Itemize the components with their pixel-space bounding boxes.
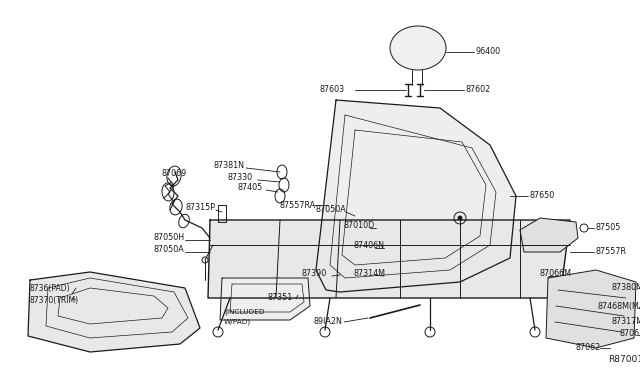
- Polygon shape: [220, 278, 310, 320]
- Text: 87380N: 87380N: [612, 282, 640, 292]
- Text: 87314M: 87314M: [354, 269, 386, 279]
- Polygon shape: [316, 100, 516, 292]
- Text: 96400: 96400: [475, 48, 500, 57]
- Text: 87505: 87505: [596, 224, 621, 232]
- Text: 87050A: 87050A: [316, 205, 347, 215]
- Text: 87390: 87390: [302, 269, 327, 279]
- Text: 87063: 87063: [620, 330, 640, 339]
- Text: 87557RA: 87557RA: [280, 201, 316, 209]
- Text: 87069: 87069: [162, 170, 188, 179]
- Text: 87602: 87602: [466, 86, 492, 94]
- Circle shape: [458, 216, 462, 220]
- Text: 87603: 87603: [320, 86, 345, 94]
- Polygon shape: [520, 218, 578, 252]
- Text: 87381N: 87381N: [214, 160, 245, 170]
- Text: 87317M: 87317M: [612, 317, 640, 326]
- Text: W/PAD): W/PAD): [224, 319, 252, 325]
- Text: 87406N: 87406N: [354, 241, 385, 250]
- Text: 87330: 87330: [228, 173, 253, 183]
- Text: 89IA2N: 89IA2N: [314, 317, 343, 327]
- Text: 8736(PAD): 8736(PAD): [30, 283, 70, 292]
- Ellipse shape: [390, 26, 446, 70]
- Text: R8700177: R8700177: [608, 356, 640, 365]
- Polygon shape: [208, 220, 570, 298]
- Polygon shape: [546, 270, 636, 348]
- Text: 87650: 87650: [530, 192, 556, 201]
- Text: 87351: 87351: [268, 292, 293, 301]
- Polygon shape: [28, 272, 200, 352]
- Text: 87405: 87405: [238, 183, 263, 192]
- Text: (INCLUDED: (INCLUDED: [224, 309, 264, 315]
- Text: 87010D: 87010D: [344, 221, 375, 231]
- Text: 87468M(MANUAL): 87468M(MANUAL): [598, 302, 640, 311]
- Text: 87062: 87062: [576, 343, 601, 353]
- Text: 87066M: 87066M: [540, 269, 572, 279]
- Text: 87050H: 87050H: [154, 234, 185, 243]
- Text: 87370(TRIM): 87370(TRIM): [30, 295, 79, 305]
- Text: 87315P: 87315P: [186, 203, 216, 212]
- Text: 87557R: 87557R: [596, 247, 627, 257]
- Text: 87050A: 87050A: [154, 246, 185, 254]
